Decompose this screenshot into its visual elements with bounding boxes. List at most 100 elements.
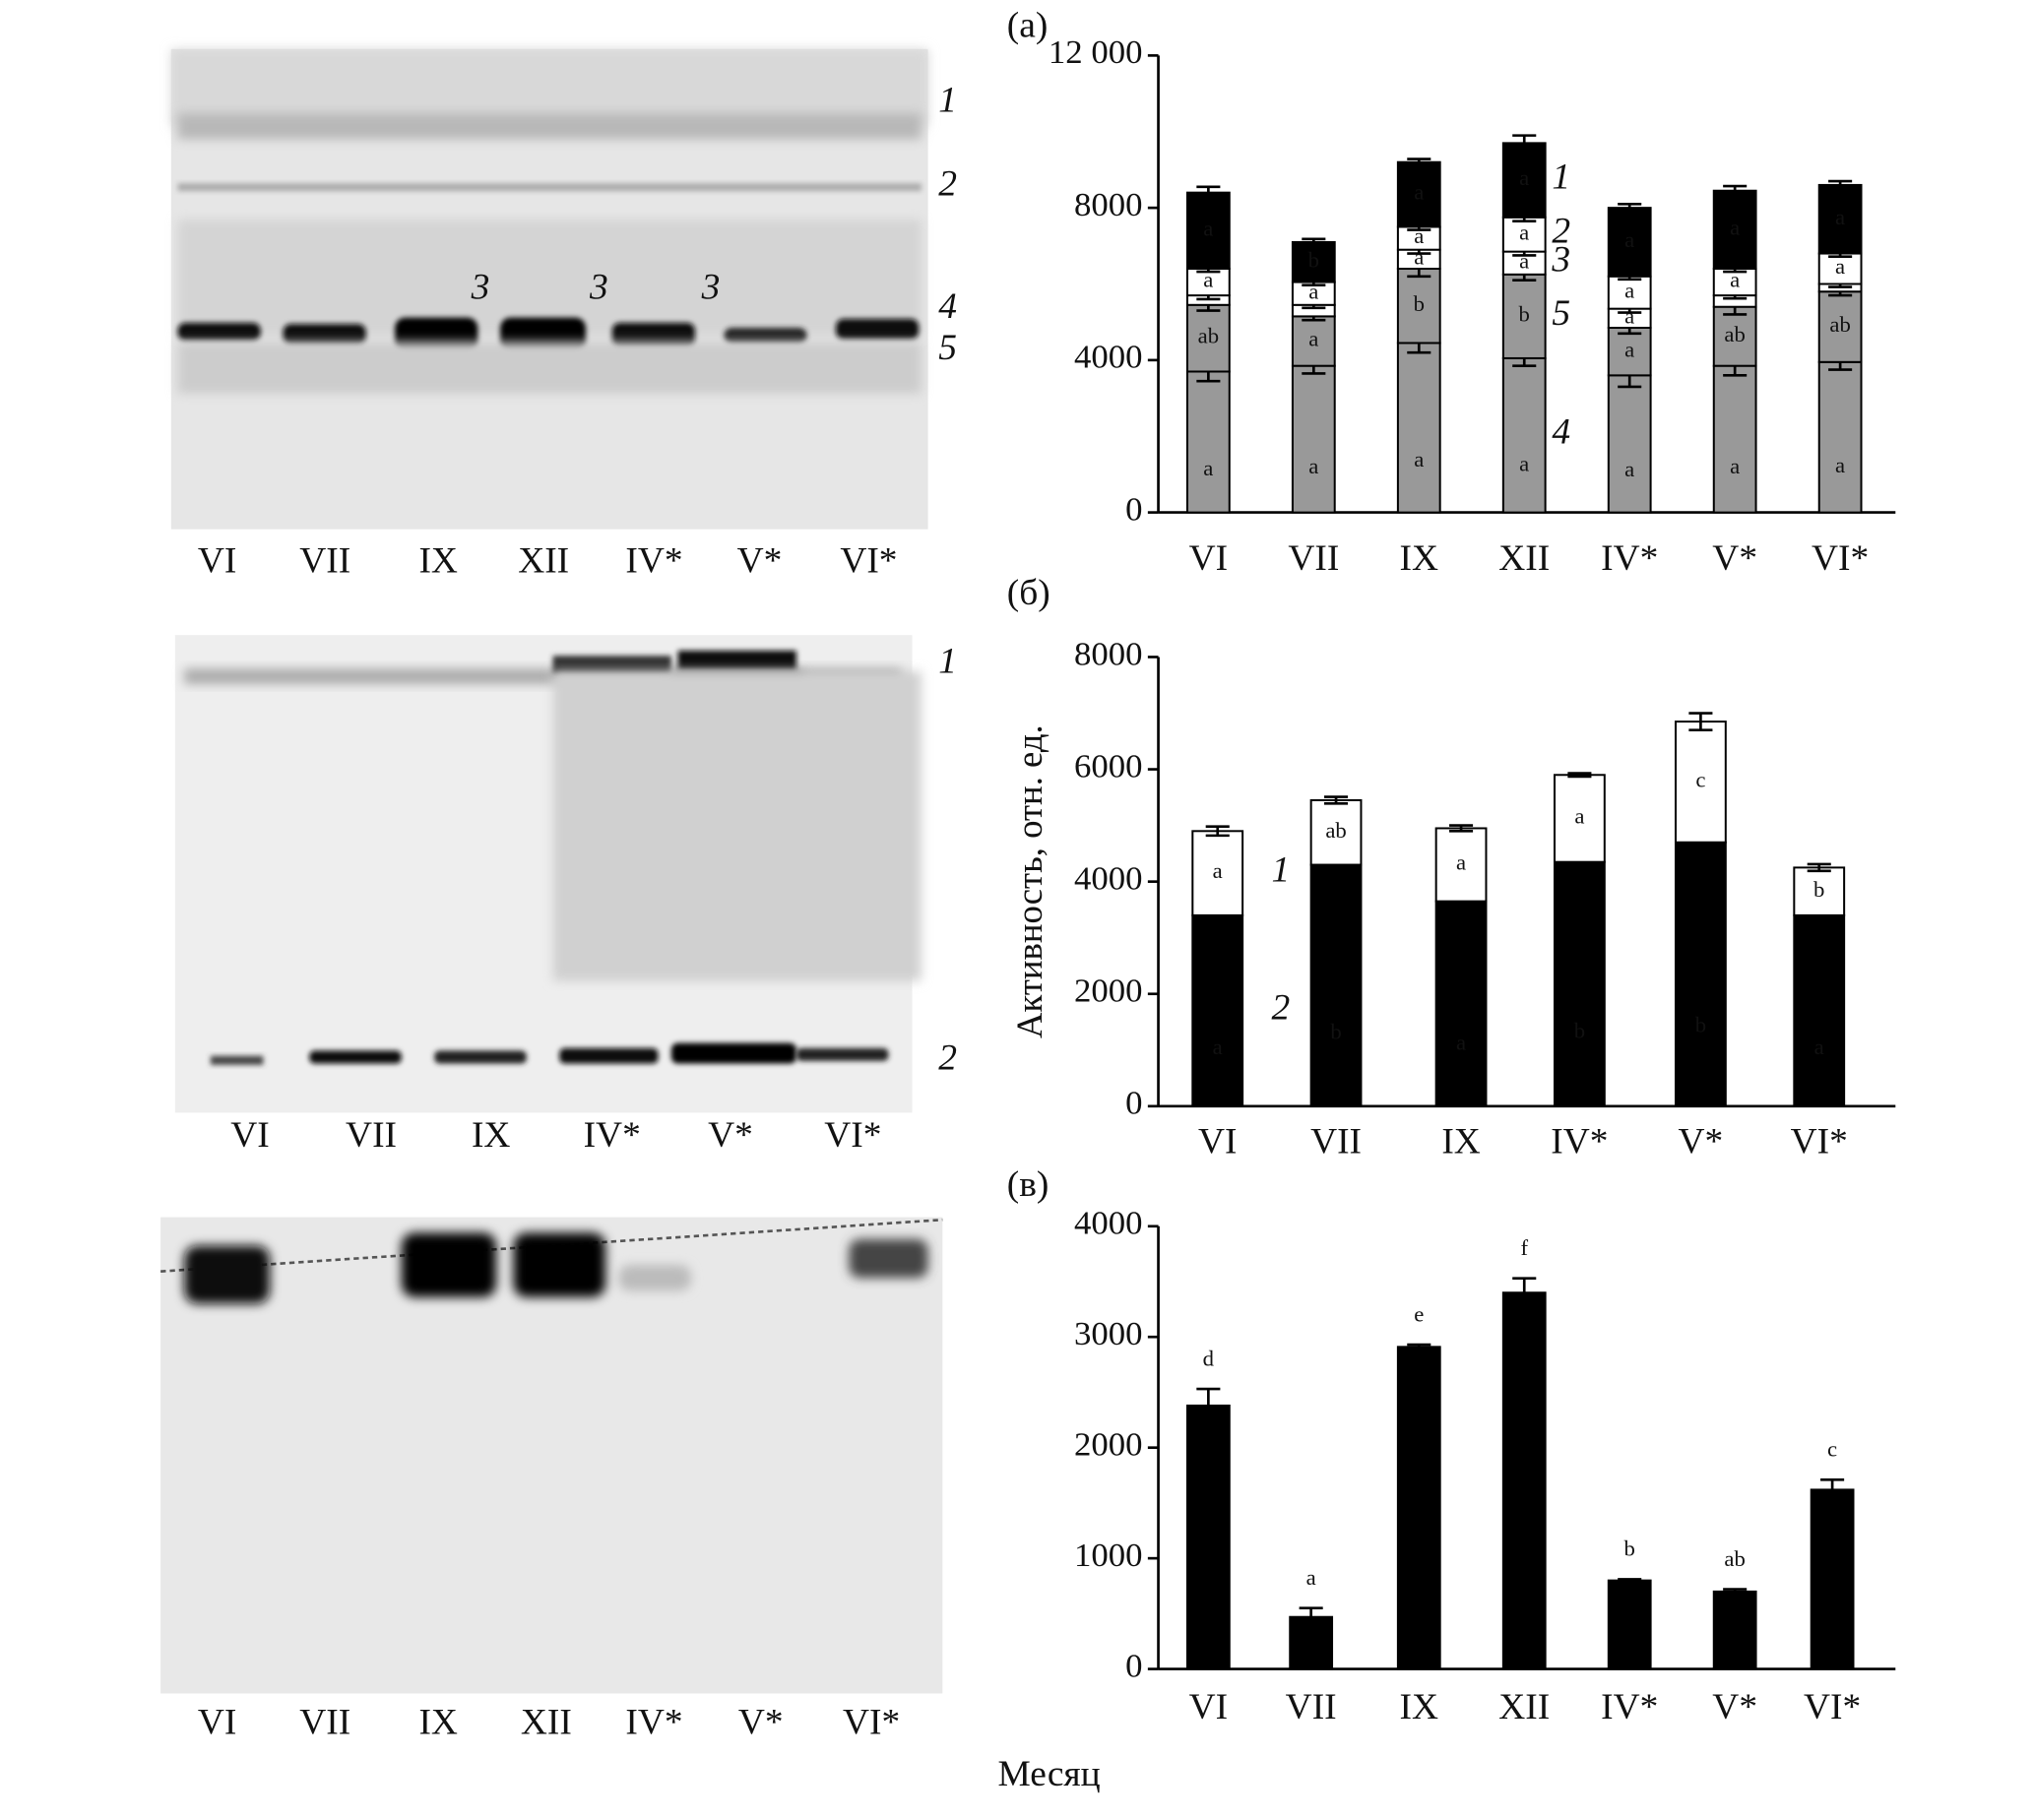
significance-letter: a [1414,180,1424,205]
panel-label: (б) [1007,574,1050,614]
significance-letter: b [1308,248,1319,273]
band-label: 2 [938,1038,957,1079]
significance-letter: a [1203,268,1213,292]
error-bar [1205,825,1230,838]
error-bar [1828,179,1853,191]
significance-letter: a [1574,804,1584,829]
x-tick-label: VI [1189,538,1228,579]
series-label: 4 [1552,412,1570,453]
bar-segment [1817,290,1863,363]
gel-image [160,1217,943,1694]
bar-segment [1185,1404,1231,1670]
bar-segment [1185,370,1231,514]
panel-label: (а) [1007,6,1049,46]
x-tick-label: V* [1712,1687,1757,1727]
lane-label: IV* [625,1703,682,1743]
bar-segment [1185,303,1231,373]
bar-segment [1817,252,1863,285]
error-bar [1688,712,1713,731]
error-bar [1723,184,1748,197]
error-bar [1449,824,1474,833]
band-label: 1 [938,81,957,121]
significance-letter: a [1730,216,1740,240]
bar-segment [1191,913,1244,1107]
x-tick-label: VII [1310,1122,1362,1162]
bar-segment [1396,160,1441,228]
error-bar [1196,1387,1221,1424]
bar-segment [1607,1579,1652,1670]
bar-segment [1712,364,1757,514]
y-tick-label: 0 [1125,491,1142,529]
y-axis-label: Активность, отн. ед. [1010,724,1050,1038]
significance-letter: ab [1829,312,1850,337]
y-tick-label: 6000 [1074,748,1143,785]
bar-segment [1553,774,1606,863]
significance-letter: f [1520,1235,1528,1260]
bar-segment [1309,863,1363,1107]
significance-letter: a [1456,850,1466,875]
bar-segment [1396,268,1441,345]
x-tick-label: IX [1400,1687,1439,1727]
y-tick-label: 12 000 [1049,34,1143,72]
significance-letter: b [1574,1019,1585,1043]
x-tick-label: VI [1189,1687,1228,1727]
error-bar [1618,1578,1642,1584]
lane-label: IX [418,1703,458,1743]
y-tick-label: 8000 [1074,186,1143,223]
significance-letter: b [1695,1013,1706,1037]
series-label: 2 [1272,988,1291,1029]
lane-label: IV* [625,541,682,582]
y-tick-label: 4000 [1074,339,1143,376]
bar-segment [1501,356,1547,514]
bar-segment [1309,798,1363,866]
y-tick-label: 2000 [1074,973,1143,1010]
bar-segment [1291,364,1336,514]
x-tick-label: IV* [1601,1687,1658,1727]
y-tick-label: 2000 [1074,1426,1143,1464]
lane-label: VI* [840,541,897,582]
lane-label: VI* [843,1703,900,1743]
bar-segment [1712,189,1757,271]
significance-letter: a [1203,217,1213,241]
x-tick-label: VI* [1804,1687,1861,1727]
significance-letter: a [1414,447,1424,471]
significance-letter: c [1695,768,1705,792]
lane-label: VI [198,1703,236,1743]
significance-letter: a [1624,279,1634,303]
bar-segment [1712,1590,1757,1670]
band-label: 4 [938,286,957,327]
error-bar [1302,237,1326,247]
significance-letter: ab [1724,322,1745,346]
series-label: 3 [1551,240,1570,281]
significance-letter: b [1624,1537,1635,1561]
bar-segment [1793,913,1846,1107]
y-tick-label: 0 [1125,1648,1142,1685]
significance-letter: a [1308,454,1318,478]
y-tick-label: 1000 [1074,1537,1143,1574]
x-tick-label: IV* [1551,1122,1608,1162]
significance-letter: c [1827,1437,1837,1462]
significance-letter: ab [1325,818,1346,843]
panel-label: (в) [1007,1164,1049,1205]
x-tick-label: XII [1498,1687,1550,1727]
gel-image [174,635,922,1113]
x-tick-label: XII [1498,538,1550,579]
bar-segment [1191,830,1244,916]
lane-label: XII [521,1703,572,1743]
error-bar [1196,185,1221,200]
significance-letter: b [1519,302,1530,327]
bar-segment [1607,374,1652,514]
error-bar [1407,1343,1431,1350]
error-bar [1512,134,1537,153]
bar-segment [1291,315,1336,367]
significance-letter: b [1813,877,1824,902]
significance-letter: a [1414,245,1424,270]
band-label: 1 [938,642,957,682]
lane-label: V* [737,541,783,582]
error-bar [1618,202,1642,214]
x-tick-label: VII [1288,538,1339,579]
lane-label: IX [472,1115,511,1156]
lane-label: XII [518,541,569,582]
